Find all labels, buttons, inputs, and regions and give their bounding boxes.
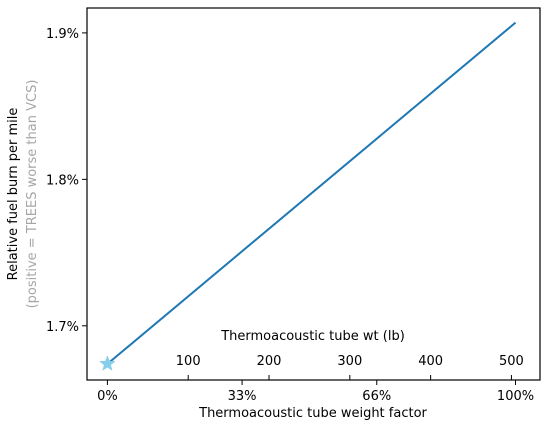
series-layer bbox=[99, 21, 517, 371]
secondary-tick-label: 200 bbox=[257, 354, 282, 369]
secondary-tick-label: 300 bbox=[337, 354, 362, 369]
plot-frame bbox=[86, 7, 541, 381]
secondary-axis-label: Thermoacoustic tube wt (lb) bbox=[220, 329, 405, 344]
secondary-tick-label: 500 bbox=[499, 354, 524, 369]
x-tick-label: 100% bbox=[497, 389, 534, 404]
x-axis-label: Thermoacoustic tube weight factor bbox=[198, 406, 427, 421]
star-marker bbox=[99, 355, 116, 371]
secondary-tick-label: 100 bbox=[176, 354, 201, 369]
x-tick-label: 0% bbox=[97, 389, 118, 404]
y-tick-label: 1.7% bbox=[46, 320, 79, 335]
series-line bbox=[106, 21, 517, 365]
y-axis-label: Relative fuel burn per mile bbox=[6, 108, 21, 281]
secondary-tick-label: 400 bbox=[418, 354, 443, 369]
y-tick-label: 1.8% bbox=[46, 173, 79, 188]
y-tick-label: 1.9% bbox=[46, 27, 79, 42]
x-tick-label: 33% bbox=[228, 389, 257, 404]
ticks-layer: 0% 33% 66% 100% 1.7% 1.8% 1.9% 100 200 300 400 500 bbox=[46, 27, 534, 404]
y-axis-label-secondary: (positive = TREES worse than VCS) bbox=[25, 80, 40, 309]
x-tick-label: 66% bbox=[362, 389, 391, 404]
